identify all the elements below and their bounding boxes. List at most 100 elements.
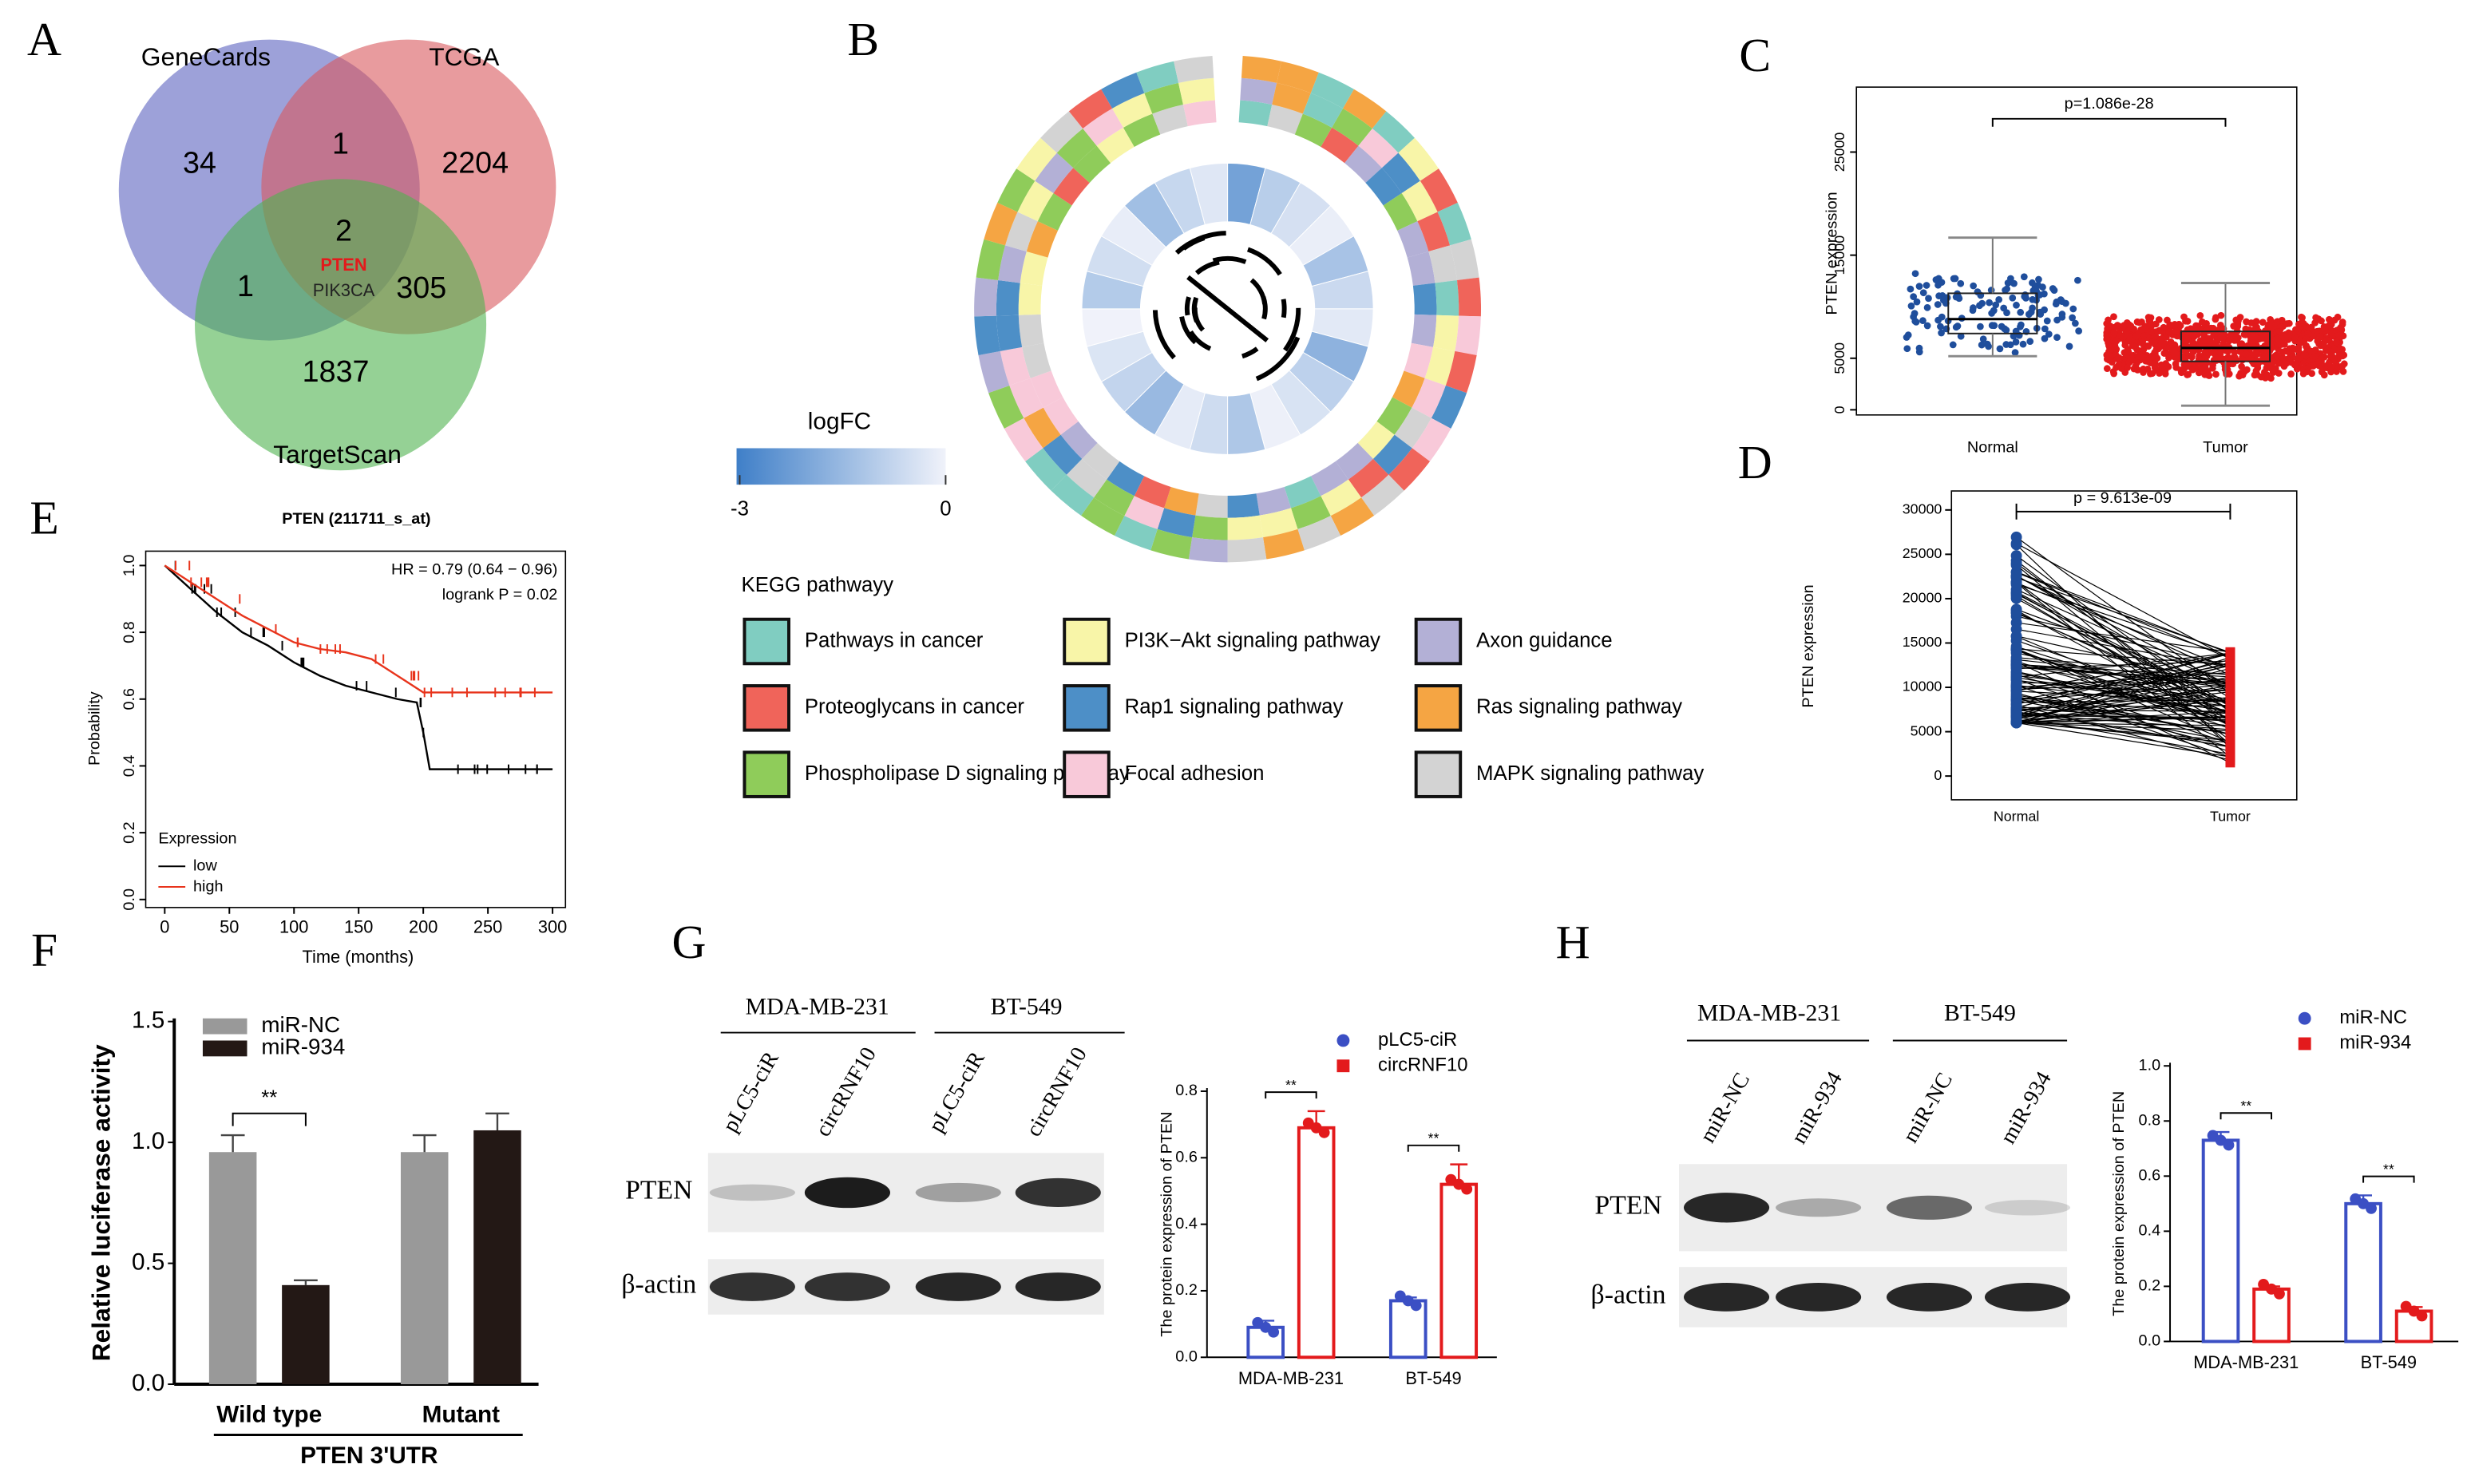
circos-segment [1053,168,1090,206]
circos-segment [1401,180,1438,222]
circos-segment [1037,192,1072,231]
y-tick-label: 0.0 [132,1370,164,1396]
point-cloud [2010,279,2018,287]
circos-segment [1417,212,1451,251]
pair-line [2016,635,2231,726]
point-cloud [2151,360,2159,367]
replicate-dot [1461,1183,1473,1195]
circos-segment [1412,283,1437,315]
point-cloud [2265,352,2273,360]
point-cloud [2002,341,2010,348]
circos-segment [1051,474,1095,516]
point-cloud [2307,347,2315,355]
pair-line [2016,652,2231,701]
circos-segment [1291,496,1331,529]
annotation: ** [1285,1077,1297,1093]
circos-segment [1024,407,1061,449]
circos-segment [1435,280,1459,316]
circos-segment [1134,476,1171,509]
point-cloud [2335,331,2343,339]
circos-segment [1310,461,1348,497]
point-cloud [2326,347,2334,355]
circos-segment [1241,56,1282,83]
logfc-segment [1189,162,1229,226]
point-cloud [2127,322,2135,330]
point-cloud [1985,342,1992,350]
point-cloud [2110,313,2117,321]
point-cloud [2326,359,2333,367]
circos-segment [1433,315,1459,351]
pair-line [2016,679,2231,707]
bar [1439,1182,1479,1359]
point-cloud [2225,337,2233,345]
point-cloud [2057,296,2065,303]
legend-swatch [1336,1034,1350,1047]
circos-segment [1004,417,1043,462]
circos-segment [1445,350,1477,394]
circos-segment [1005,212,1038,251]
pair-line [2016,536,2231,695]
plot-frame [1855,86,2298,416]
circos-segment [1240,77,1277,105]
pair-line [2016,664,2231,703]
circos-segment [1178,77,1215,105]
pair-line [2016,588,2231,687]
point-cloud [2017,308,2025,316]
point-cloud [2125,333,2133,341]
blot-band [1984,1200,2071,1216]
bar [2344,1201,2382,1344]
circos-segment [978,350,1010,394]
point-cloud [2065,342,2073,350]
x-tick-label: BT-549 [1405,1368,1461,1388]
pair-point [2010,679,2022,691]
pair-line [2016,692,2231,748]
point-cloud [2103,365,2111,373]
lane-label: pLC5-ciR [924,1047,990,1137]
replicate-dot [2273,1288,2285,1300]
legend-label: Pathways in cancer [805,629,984,651]
point-cloud [1907,285,1915,293]
point-cloud [2189,340,2197,348]
circos-segment [1018,314,1044,347]
bracket [1991,117,2227,127]
circos-segment [1056,128,1097,168]
point-cloud [2239,371,2247,378]
legend-label: high [193,877,223,895]
dendrogram [1212,255,1247,264]
point-cloud [2031,283,2039,291]
circos-segment [1372,111,1415,153]
circos-segment [1136,61,1179,93]
point-cloud [2172,327,2180,335]
y-tick-label: 0.8 [1175,1082,1198,1099]
legend-swatch [1414,617,1463,666]
dendrogram [1179,316,1198,345]
point-cloud [2041,334,2049,342]
point-cloud [2232,316,2240,324]
y-tick-label: 0.2 [2139,1277,2161,1295]
point-cloud [2182,348,2190,355]
legend-label: Focal adhesion [1125,762,1265,785]
pair-line [2016,610,2231,727]
circos-segment [1259,508,1298,538]
point-cloud [2300,351,2308,359]
bracket [2220,1112,2273,1120]
plot-frame [145,550,567,908]
point-cloud [2113,363,2120,371]
pair-point [2225,706,2235,717]
point-cloud [2295,354,2302,362]
point-cloud [2295,320,2303,328]
x-axis-label: Time (months) [302,947,414,967]
circos-segment [997,168,1036,212]
y-tick-label: 0.2 [1175,1281,1198,1299]
y-tick-label: 25000 [1903,545,1942,561]
point-cloud [2145,357,2153,365]
blot-band [1015,1272,1101,1301]
pair-line [2016,679,2231,753]
legend-swatch [1063,684,1111,732]
point-cloud [2327,368,2334,376]
point-cloud [2216,349,2224,357]
chart-title: PTEN (211711_s_at) [282,510,430,528]
pair-line [2016,722,2231,732]
pair-line [2016,563,2231,722]
